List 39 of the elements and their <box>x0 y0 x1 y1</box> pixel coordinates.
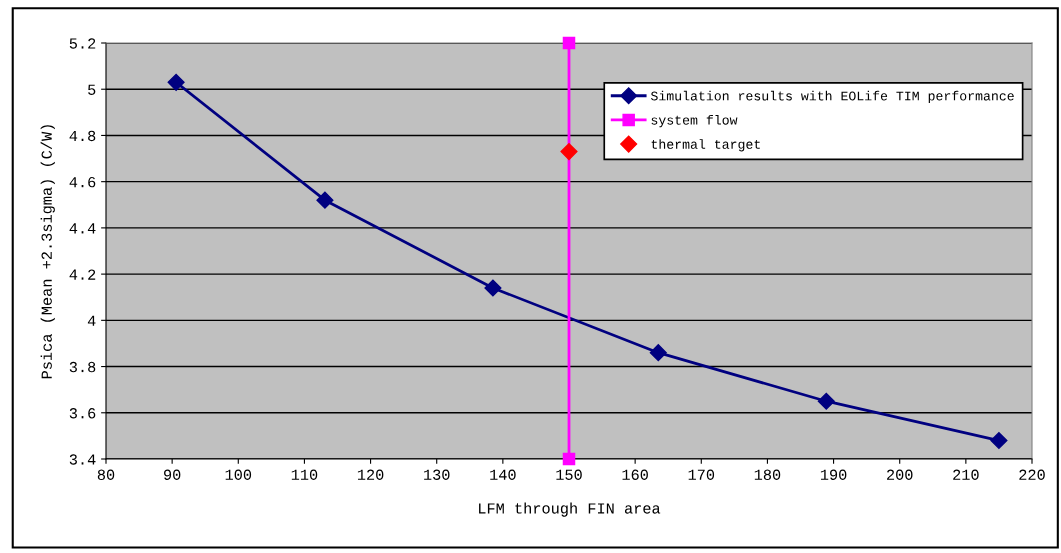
x-tick-label: 90 <box>164 469 181 480</box>
x-tick-label: 80 <box>97 469 115 480</box>
x-tick-label: 180 <box>754 469 781 480</box>
legend-label: thermal target <box>651 139 760 152</box>
legend-label: system flow <box>651 114 738 128</box>
point <box>990 431 1008 450</box>
y-tick-label: 3.8 <box>69 361 96 373</box>
y-tick-label: 3.4 <box>69 454 96 465</box>
x-tick-label: 140 <box>490 469 516 480</box>
y-tick-label: 4.8 <box>69 130 96 142</box>
point <box>817 392 835 410</box>
y-tick-label: 5.2 <box>69 38 96 49</box>
y-tick-label: 5 <box>88 84 96 95</box>
x-tick-label: 190 <box>820 469 847 480</box>
x-tick-label: 130 <box>424 469 450 480</box>
x-tick-label: 220 <box>1019 469 1045 480</box>
point <box>316 191 334 209</box>
point <box>562 452 576 466</box>
y-axis-title: Psica (Mean +2.3sigma) (C/W) <box>40 125 55 379</box>
point <box>484 279 502 297</box>
x-axis-title: LFM through FIN area <box>479 502 661 517</box>
x-tick-label: 120 <box>357 469 384 480</box>
x-tick-label: 160 <box>622 469 648 480</box>
y-tick-label: 4 <box>87 315 96 326</box>
y-tick-label: 4.6 <box>69 176 96 188</box>
x-tick-label: 200 <box>887 469 913 480</box>
point <box>167 73 185 91</box>
x-tick-label: 170 <box>688 469 715 480</box>
y-tick-label: 3.6 <box>69 408 96 419</box>
x-tick-label: 110 <box>291 469 318 480</box>
x-tick-label: 150 <box>556 469 582 480</box>
point <box>562 36 576 50</box>
point <box>560 143 578 161</box>
x-tick-label: 100 <box>225 469 252 480</box>
y-tick-label: 4.2 <box>69 269 96 280</box>
x-tick-label: 210 <box>953 469 979 480</box>
y-tick-label: 4.4 <box>69 223 96 234</box>
point <box>649 344 667 362</box>
legend-label: Simulation results with EOLife TIM performance <box>650 90 1014 104</box>
